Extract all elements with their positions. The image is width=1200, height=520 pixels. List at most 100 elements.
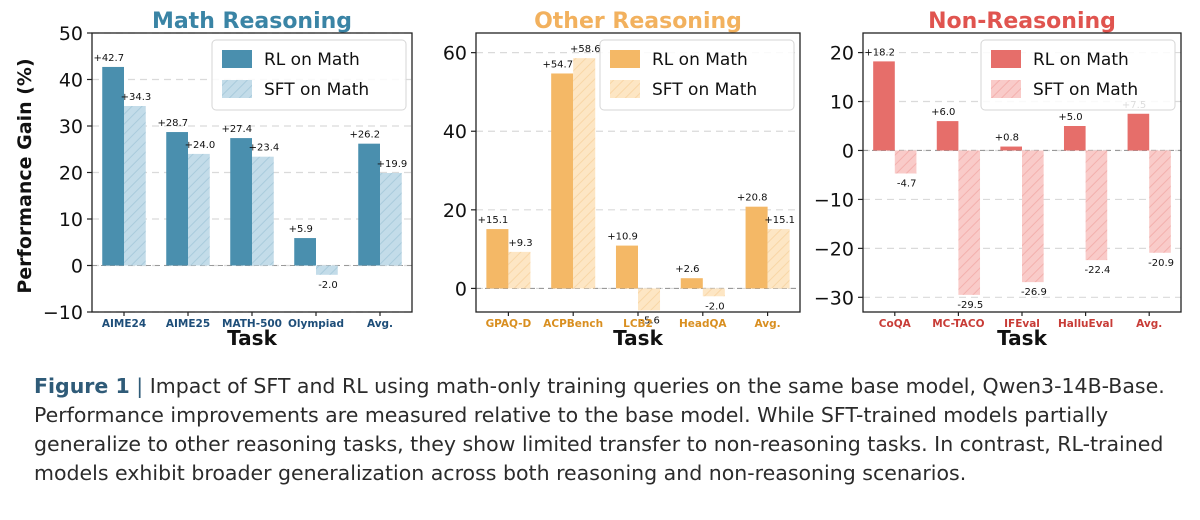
chart-title: Non-Reasoning [928, 9, 1116, 34]
data-label: +18.2 [864, 47, 895, 58]
caption-label: Figure 1 [34, 374, 130, 398]
data-label: +9.3 [508, 238, 532, 249]
y-tick-label: 20 [443, 200, 467, 222]
data-label: +15.1 [764, 215, 795, 226]
data-label: +5.0 [1058, 112, 1082, 123]
bar-rl [936, 121, 959, 151]
caption-separator: | [136, 374, 144, 398]
x-tick-label: CoQA [879, 318, 912, 330]
x-tick-label: GPAQ-D [486, 318, 532, 330]
bar-sft [894, 150, 917, 174]
legend-swatch [610, 80, 640, 98]
bar-rl [230, 138, 252, 266]
x-tick-label: Avg. [755, 318, 781, 330]
legend-box [980, 39, 1176, 111]
legend-label: SFT on Math [1033, 80, 1138, 100]
x-tick-label: LCB2 [623, 318, 653, 330]
data-label: +24.0 [185, 140, 216, 151]
y-tick-label: −30 [814, 287, 854, 309]
y-tick-label: 30 [59, 116, 83, 138]
data-label: +20.8 [737, 193, 768, 204]
bar-sft [702, 288, 725, 297]
x-axis-label: Task [227, 326, 277, 350]
bar-rl [551, 73, 574, 289]
bar-sft [767, 229, 790, 289]
y-tick-label: 10 [830, 92, 854, 114]
y-tick-label: −10 [814, 189, 854, 211]
bar-sft [316, 265, 338, 275]
legend: RL on Math SFT on Math [980, 39, 1176, 111]
legend-label: RL on Math [652, 50, 748, 70]
y-tick-label: 40 [443, 121, 467, 143]
y-tick-label: 60 [443, 43, 467, 65]
y-tick-label: 0 [71, 256, 83, 278]
bar-sft [958, 150, 981, 295]
bar-rl [615, 245, 638, 289]
data-label: -22.4 [1085, 265, 1111, 276]
chart-panel-2: Other Reasoning +15.1 +54.7 +10.9 +2.6 +20.8 +… [443, 9, 801, 350]
x-tick-label: ACPBench [543, 318, 603, 330]
x-tick-label: Avg. [367, 318, 393, 330]
data-label: -26.9 [1021, 287, 1047, 298]
bar-rl [486, 229, 509, 289]
data-label: +28.7 [157, 118, 188, 129]
chart-panel-1: Math Reasoning +42.7 +28.7 +27.4 +5.9 +26.2 +3… [43, 9, 413, 350]
y-tick-label: −10 [43, 302, 83, 324]
data-label: -2.0 [318, 280, 338, 291]
bar-sft [188, 153, 210, 266]
y-tick-label: 0 [842, 140, 854, 162]
bar-rl [166, 132, 188, 266]
legend-swatch [222, 50, 252, 68]
legend-box [599, 39, 795, 111]
y-tick-label: 20 [830, 43, 854, 65]
chart-title: Math Reasoning [152, 9, 352, 34]
bar-sft [1085, 150, 1108, 261]
data-label: +15.1 [478, 215, 509, 226]
bar-sft [124, 106, 146, 266]
bar-rl [1063, 126, 1086, 151]
data-label: +2.6 [675, 264, 699, 275]
legend-label: SFT on Math [652, 80, 757, 100]
bar-rl [294, 238, 316, 266]
bar-rl [680, 278, 703, 289]
y-tick-label: 0 [455, 278, 467, 300]
data-label: -29.5 [957, 300, 983, 311]
data-label: +26.2 [349, 130, 380, 141]
x-tick-label: HeadQA [679, 318, 727, 330]
legend-swatch [991, 80, 1021, 98]
bar-sft [508, 251, 531, 289]
legend-swatch [991, 50, 1021, 68]
x-tick-label: Avg. [1136, 318, 1162, 330]
chart-panel-3: Non-Reasoning+18.2+6.0+0.8+5.0+7.5-4.7-2… [814, 9, 1182, 350]
x-tick-label: AIME24 [102, 318, 146, 330]
x-tick-label: MC-TACO [932, 318, 984, 330]
y-axis-label: Performance Gain (%) [14, 58, 36, 293]
figure-caption: Figure 1 | Impact of SFT and RL using ma… [34, 372, 1169, 488]
caption-text: Impact of SFT and RL using math-only tra… [34, 374, 1165, 485]
data-label: +23.4 [249, 143, 280, 154]
data-label: +58.6 [570, 44, 601, 55]
x-tick-label: MATH-500 [222, 318, 282, 330]
data-label: -2.0 [705, 301, 725, 312]
data-label: +42.7 [93, 53, 124, 64]
data-label: -5.6 [640, 315, 660, 326]
bar-sft [1149, 150, 1171, 253]
data-label: +34.3 [121, 92, 152, 103]
bar-rl [102, 66, 124, 266]
legend-label: SFT on Math [264, 80, 369, 100]
bar-sft [573, 58, 596, 289]
legend-label: RL on Math [264, 50, 360, 70]
legend-swatch [610, 50, 640, 68]
y-tick-label: −20 [814, 238, 854, 260]
data-label: -20.9 [1148, 258, 1174, 269]
bar-rl [358, 143, 380, 266]
bar-sft [638, 288, 661, 311]
y-tick-label: 10 [59, 209, 83, 231]
data-label: +5.9 [289, 224, 313, 235]
bar-sft [1022, 150, 1044, 283]
data-label: +27.4 [221, 124, 252, 135]
chart-title: Other Reasoning [534, 9, 742, 34]
figure-chart-area: Performance Gain (%) Math Reasoning +42.7… [14, 9, 1182, 350]
x-axis-label: Task [997, 326, 1047, 350]
y-tick-label: 50 [59, 23, 83, 45]
